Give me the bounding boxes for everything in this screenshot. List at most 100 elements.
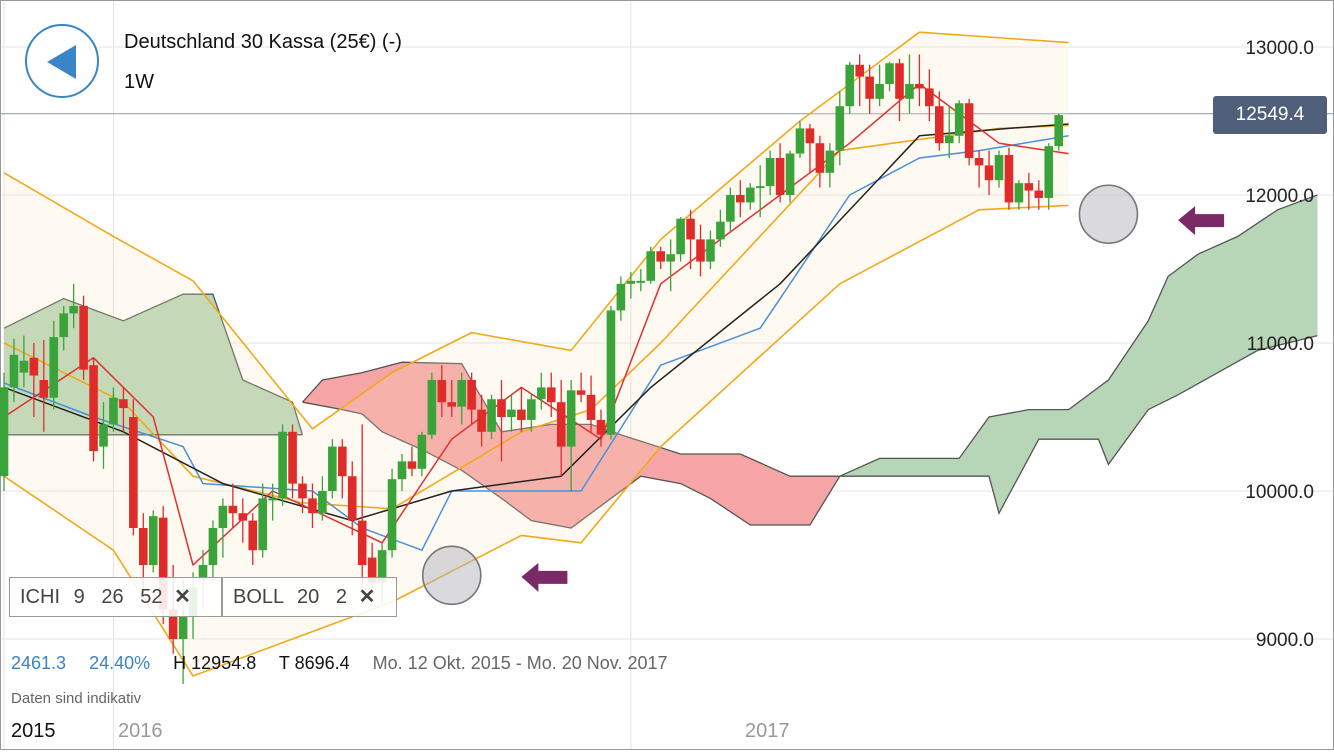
candle-body [845,64,855,107]
candle-body [39,380,49,398]
candle-body [268,498,277,501]
pointer-arrow-icon [1178,206,1225,236]
candle-body [686,218,695,240]
candle-body [9,354,19,388]
candle-body [935,106,944,144]
candle-body [964,103,974,158]
remove-indicator-icon[interactable]: ✕ [358,586,376,608]
candle-body [477,409,486,432]
candle-body [208,528,218,565]
candle-body [974,158,984,166]
candle-body [278,431,287,499]
x-label-2015: 2015 [11,720,56,742]
highlight-circle [1078,184,1139,245]
candle-body [19,360,29,373]
candle-body [49,337,59,398]
candle-body [338,446,347,477]
x-label-2016: 2016 [118,720,163,742]
candle-body [377,550,387,583]
candle-body [328,446,337,491]
candle-body [835,106,845,151]
candle-body [785,153,795,195]
candle-body [736,195,745,203]
candle-body [1014,183,1024,203]
bollinger-fill [4,32,1069,676]
candle-body [507,409,516,417]
candle-body [1054,115,1063,147]
y-tick-label: 9000.0 [1256,630,1314,651]
candle-body [815,143,825,173]
bollinger-band-fill [4,32,1069,676]
candle-body [636,280,646,283]
candle-body [457,380,466,407]
candle-body [855,64,864,77]
candle-body [89,365,98,452]
candle-body [626,280,636,284]
header: Deutschland 30 Kassa (25€) (-) 1W [0,0,1334,116]
candle-body [885,63,894,84]
candle-body [168,609,178,639]
candles [0,54,1063,684]
candle-body [905,84,914,99]
interval-label[interactable]: 1W [124,71,154,93]
candle-body [228,505,238,514]
candle-body [69,306,78,314]
candle-body [308,498,317,514]
change-percent: 24.40% [89,653,151,673]
candle-body [387,479,397,551]
candle-body [0,387,9,477]
bollinger-lower [3,204,1069,677]
change-value: 2461.3 [11,653,67,673]
indicator-params: 9 26 52 [73,586,163,608]
candle-body [148,516,158,565]
candle-body [984,165,994,181]
candle-body [487,399,496,432]
candle-body [218,505,228,528]
candle-body [59,313,68,338]
back-arrow-icon [47,45,76,79]
candle-body [546,387,556,403]
candle-body [537,387,546,400]
candle-body [755,186,765,189]
candle-body [656,251,665,262]
indicator-name: BOLL [233,586,284,608]
last-price-tag: 12549.4 [1213,96,1327,134]
candle-body [586,394,596,420]
candle-body [198,565,208,580]
bull-cloud-edge [839,334,1318,515]
candle-body [616,283,626,311]
candle-body [407,461,417,469]
y-tick-label: 11000.0 [1247,334,1314,355]
date-range: Mo. 12 Okt. 2015 - Mo. 20 Nov. 2017 [372,653,668,673]
remove-indicator-icon[interactable]: ✕ [174,586,191,608]
candle-body [556,402,566,447]
candle-body [467,380,476,410]
instrument-title: Deutschland 30 Kassa (25€) (-) [124,31,402,53]
indicator-bollinger[interactable]: BOLL 20 2 ✕ [222,577,397,617]
candle-body [895,63,904,99]
candle-body [258,498,267,551]
candle-body [944,135,954,144]
candle-body [318,491,327,514]
candle-body [397,461,407,480]
stats-bar: 2461.3 24.40% H 12954.8 T 8696.4 Mo. 12 … [11,653,686,674]
candle-body [298,483,307,499]
low-value: T 8696.4 [278,653,350,673]
bear-cloud-edge [302,401,841,529]
candle-body [1044,146,1054,198]
pointer-arrow-icon [521,562,568,592]
candle-body [706,239,715,262]
candle-body [347,476,357,521]
back-button[interactable] [25,24,99,98]
candle-body [437,380,447,403]
candle-body [447,402,457,407]
indicator-ichimoku[interactable]: ICHI 9 26 52 ✕ [9,577,222,617]
candle-body [696,239,705,262]
candle-body [109,397,118,425]
candle-body [646,251,656,281]
candle-body [427,380,437,435]
candle-body [139,528,148,565]
y-tick-label: 13000.0 [1245,38,1314,59]
high-value: H 12954.8 [173,653,257,673]
